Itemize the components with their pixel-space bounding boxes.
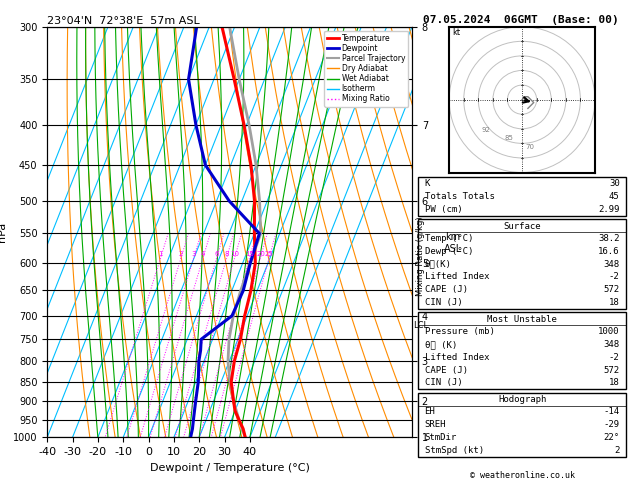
Text: 25: 25: [265, 251, 274, 258]
Text: 2: 2: [615, 446, 620, 455]
Text: StmDir: StmDir: [425, 433, 457, 442]
Text: Temp (°C): Temp (°C): [425, 234, 473, 243]
Text: -2: -2: [609, 273, 620, 281]
Text: -2: -2: [609, 353, 620, 362]
Text: 85: 85: [504, 136, 513, 141]
Text: 2: 2: [179, 251, 183, 258]
Text: 70: 70: [525, 144, 534, 150]
Text: CAPE (J): CAPE (J): [425, 285, 467, 295]
Y-axis label: km
ASL: km ASL: [444, 232, 462, 254]
Y-axis label: hPa: hPa: [0, 222, 8, 242]
X-axis label: Dewpoint / Temperature (°C): Dewpoint / Temperature (°C): [150, 463, 309, 473]
Text: 4: 4: [201, 251, 205, 258]
Text: 8: 8: [225, 251, 229, 258]
Text: 20: 20: [256, 251, 265, 258]
Text: Most Unstable: Most Unstable: [487, 315, 557, 324]
Text: Hodograph: Hodograph: [498, 395, 546, 404]
Text: 10: 10: [230, 251, 239, 258]
Text: SREH: SREH: [425, 420, 446, 429]
Text: K: K: [425, 179, 430, 188]
Text: 30: 30: [609, 179, 620, 188]
Text: 18: 18: [609, 379, 620, 387]
Text: LCL: LCL: [413, 321, 428, 330]
Text: θᴄ(K): θᴄ(K): [425, 260, 452, 269]
Text: Pressure (mb): Pressure (mb): [425, 327, 494, 336]
Text: 3: 3: [192, 251, 196, 258]
Text: PW (cm): PW (cm): [425, 205, 462, 214]
Text: 1: 1: [159, 251, 163, 258]
Legend: Temperature, Dewpoint, Parcel Trajectory, Dry Adiabat, Wet Adiabat, Isotherm, Mi: Temperature, Dewpoint, Parcel Trajectory…: [324, 31, 408, 106]
Text: 22°: 22°: [603, 433, 620, 442]
Text: Lifted Index: Lifted Index: [425, 273, 489, 281]
Text: CIN (J): CIN (J): [425, 379, 462, 387]
Text: Totals Totals: Totals Totals: [425, 192, 494, 201]
Text: kt: kt: [452, 29, 460, 37]
Text: 45: 45: [609, 192, 620, 201]
Text: Surface: Surface: [503, 222, 541, 231]
Text: CIN (J): CIN (J): [425, 298, 462, 307]
Text: 18: 18: [609, 298, 620, 307]
Text: θᴄ (K): θᴄ (K): [425, 340, 457, 349]
Text: 572: 572: [603, 365, 620, 375]
Text: StmSpd (kt): StmSpd (kt): [425, 446, 484, 455]
Text: 92: 92: [481, 127, 490, 133]
Text: Dewp (°C): Dewp (°C): [425, 247, 473, 256]
Text: -29: -29: [603, 420, 620, 429]
Text: -14: -14: [603, 407, 620, 417]
Text: 6: 6: [214, 251, 219, 258]
Text: 07.05.2024  06GMT  (Base: 00): 07.05.2024 06GMT (Base: 00): [423, 15, 618, 25]
Text: 1000: 1000: [598, 327, 620, 336]
Text: 348: 348: [603, 260, 620, 269]
Text: 572: 572: [603, 285, 620, 295]
Text: 2.99: 2.99: [598, 205, 620, 214]
Text: Lifted Index: Lifted Index: [425, 353, 489, 362]
Text: CAPE (J): CAPE (J): [425, 365, 467, 375]
Text: © weatheronline.co.uk: © weatheronline.co.uk: [470, 471, 574, 480]
Text: 23°04'N  72°38'E  57m ASL: 23°04'N 72°38'E 57m ASL: [47, 16, 200, 26]
Text: Mixing Ratio (g/kg): Mixing Ratio (g/kg): [416, 217, 425, 296]
Text: 16.6: 16.6: [598, 247, 620, 256]
Text: 15: 15: [245, 251, 254, 258]
Text: 38.2: 38.2: [598, 234, 620, 243]
Text: 348: 348: [603, 340, 620, 349]
Text: EH: EH: [425, 407, 435, 417]
